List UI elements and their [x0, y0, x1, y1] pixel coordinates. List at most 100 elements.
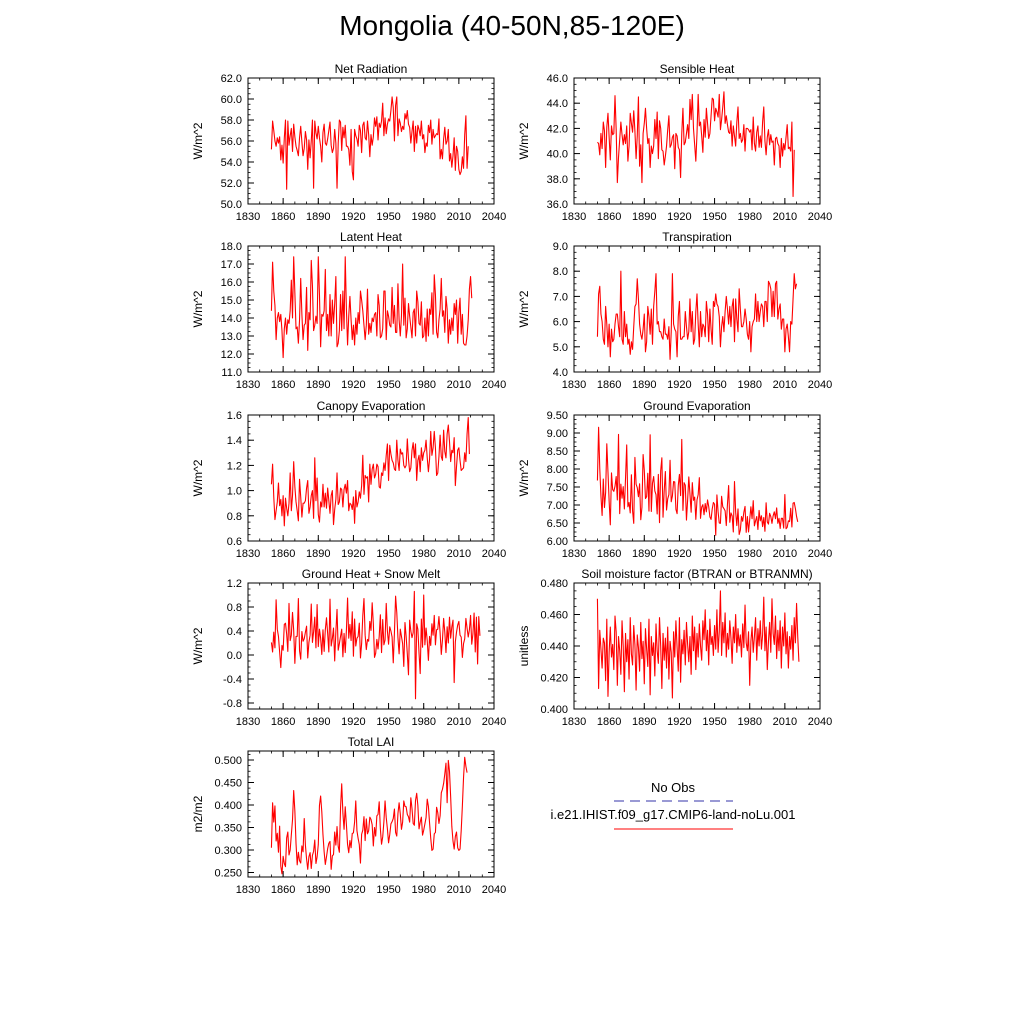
x-tick-label: 1860: [271, 211, 295, 223]
x-tick-label: 1860: [271, 716, 295, 728]
x-tick-label: 1920: [341, 211, 365, 223]
x-tick-label: 1830: [236, 884, 260, 896]
x-tick-label: 2010: [447, 716, 471, 728]
x-tick-label: 1920: [667, 211, 691, 223]
y-tick-label: 0.480: [540, 578, 568, 590]
y-tick-label: 9.0: [553, 241, 568, 253]
y-tick-label: 9.50: [547, 410, 568, 422]
x-tick-label: 1950: [376, 548, 400, 560]
chart-panel-4: Transpiration 1830 1860 1890 1920 1950 1980 201…: [517, 230, 832, 391]
figure-title: Mongolia (40-50N,85-120E): [339, 10, 685, 41]
x-tick-label: 1980: [411, 211, 435, 223]
x-tick-label: 1860: [597, 716, 621, 728]
y-tick-label: -0.8: [223, 698, 242, 710]
panel-title: Sensible Heat: [660, 62, 735, 76]
x-tick-label: 1830: [562, 379, 586, 391]
y-tick-label: 62.0: [221, 73, 242, 85]
x-tick-label: 2010: [773, 211, 797, 223]
x-tick-label: 1950: [376, 379, 400, 391]
y-tick-label: 6.50: [547, 518, 568, 530]
y-tick-label: 9.00: [547, 428, 568, 440]
x-tick-label: 1980: [737, 379, 761, 391]
y-tick-label: 16.0: [221, 277, 242, 289]
panel-title: Soil moisture factor (BTRAN or BTRANMN): [581, 567, 812, 581]
y-axis-label: m2/m2: [191, 795, 205, 832]
chart-panel-7: Ground Heat + Snow Melt 1830 1860 1890 1920 1…: [191, 567, 506, 728]
y-tick-label: 1.6: [227, 410, 242, 422]
x-tick-label: 2040: [482, 716, 506, 728]
y-tick-label: 0.400: [540, 704, 568, 716]
series-line: [270, 96, 469, 190]
x-tick-label: 1860: [597, 211, 621, 223]
x-tick-label: 1920: [341, 548, 365, 560]
y-axis-label: W/m^2: [191, 122, 205, 159]
x-tick-label: 2010: [447, 884, 471, 896]
x-tick-label: 1830: [562, 211, 586, 223]
series-line: [270, 756, 468, 875]
x-tick-label: 1950: [702, 548, 726, 560]
x-tick-label: 1950: [376, 211, 400, 223]
x-tick-label: 1980: [737, 716, 761, 728]
x-tick-label: 2010: [773, 548, 797, 560]
panel-title: Ground Evaporation: [643, 399, 750, 413]
y-axis-label: W/m^2: [191, 459, 205, 496]
y-tick-label: 44.0: [547, 98, 568, 110]
x-tick-label: 1890: [632, 716, 656, 728]
y-tick-label: 54.0: [221, 157, 242, 169]
x-tick-label: 2010: [773, 379, 797, 391]
x-tick-label: 2010: [447, 211, 471, 223]
y-tick-label: 0.350: [214, 823, 242, 835]
x-tick-label: 1950: [376, 716, 400, 728]
y-tick-label: 36.0: [547, 199, 568, 211]
y-tick-label: 0.420: [540, 673, 568, 685]
x-tick-label: 1980: [411, 379, 435, 391]
chart-panel-9: Total LAI 1830 1860 1890 1920 1950 1980 2010 204…: [191, 735, 506, 896]
y-tick-label: 0.500: [214, 755, 242, 767]
y-tick-label: 0.400: [214, 800, 242, 812]
x-tick-label: 1890: [632, 211, 656, 223]
y-tick-label: 0.8: [227, 602, 242, 614]
x-tick-label: 2040: [808, 379, 832, 391]
x-tick-label: 1890: [306, 211, 330, 223]
plot-frame: [247, 582, 495, 710]
y-axis-label: W/m^2: [191, 627, 205, 664]
y-tick-label: 11.0: [221, 367, 242, 379]
y-tick-label: 6.00: [547, 536, 568, 548]
x-tick-label: 2040: [482, 211, 506, 223]
series-line: [596, 590, 800, 699]
y-tick-label: 58.0: [221, 115, 242, 127]
y-tick-label: 7.0: [553, 291, 568, 303]
x-tick-label: 1920: [341, 884, 365, 896]
chart-panel-3: Latent Heat 1830 1860 1890 1920 1950 1980 2010 2…: [191, 230, 506, 391]
y-tick-label: 14.0: [221, 313, 242, 325]
y-tick-label: 38.0: [547, 174, 568, 186]
x-tick-label: 1920: [667, 548, 691, 560]
x-tick-label: 1830: [236, 211, 260, 223]
x-tick-label: 1980: [737, 211, 761, 223]
y-tick-label: 0.4: [227, 626, 242, 638]
chart-panel-5: Canopy Evaporation 1830 1860 1890 1920 1950 19…: [191, 399, 506, 560]
y-tick-label: 8.50: [547, 446, 568, 458]
y-tick-label: 56.0: [221, 136, 242, 148]
y-tick-label: 0.250: [214, 868, 242, 880]
x-tick-label: 2040: [482, 379, 506, 391]
y-tick-label: 18.0: [221, 241, 242, 253]
y-tick-label: 46.0: [547, 73, 568, 85]
series-line: [270, 416, 470, 527]
x-tick-label: 1830: [236, 548, 260, 560]
series-line: [596, 270, 798, 360]
y-tick-label: 50.0: [221, 199, 242, 211]
x-tick-label: 2040: [482, 548, 506, 560]
panel-title: Total LAI: [348, 735, 395, 749]
y-tick-label: 0.450: [214, 778, 242, 790]
x-tick-label: 1860: [597, 379, 621, 391]
y-tick-label: 40.0: [547, 149, 568, 161]
panel-title: Transpiration: [662, 230, 732, 244]
y-tick-label: 0.440: [540, 641, 568, 653]
y-tick-label: 1.0: [227, 486, 242, 498]
x-tick-label: 1920: [667, 716, 691, 728]
x-tick-label: 1920: [341, 379, 365, 391]
y-tick-label: 17.0: [221, 259, 242, 271]
y-axis-label: W/m^2: [517, 122, 531, 159]
